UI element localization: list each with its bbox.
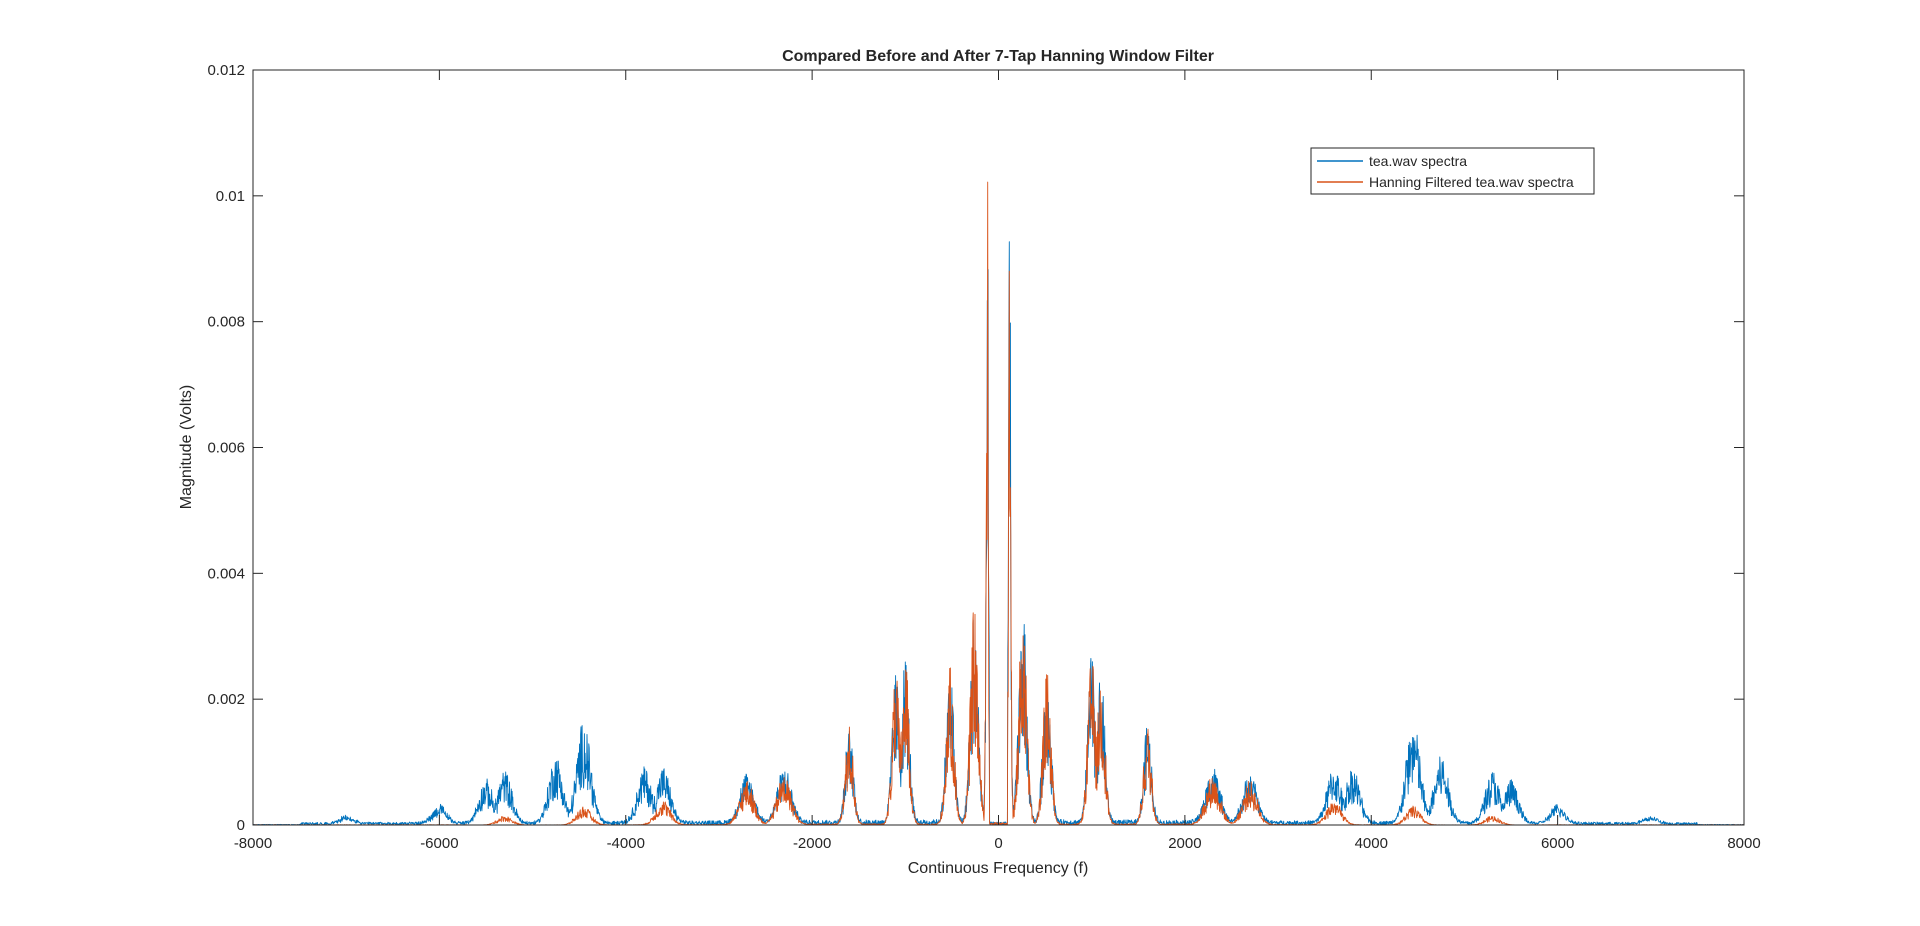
x-tick-label: 6000 xyxy=(1541,835,1574,852)
legend-box xyxy=(1310,147,1595,195)
x-tick-label: 4000 xyxy=(1355,835,1388,852)
y-tick-label: 0.012 xyxy=(207,62,245,79)
y-tick-label: 0.006 xyxy=(207,440,245,457)
y-tick-label: 0.004 xyxy=(207,565,245,582)
x-axis: -8000 -6000 -4000 -2000 0 2000 4000 6000 8000 xyxy=(234,70,1761,852)
x-tick-label: -8000 xyxy=(234,835,272,852)
legend: tea.wav spectra Hanning Filtered tea.wav… xyxy=(1310,147,1595,195)
x-tick-label: 8000 xyxy=(1727,835,1760,852)
x-tick-label: 2000 xyxy=(1168,835,1201,852)
legend-label-tea-wav: tea.wav spectra xyxy=(1369,153,1467,169)
axes-background xyxy=(253,70,1744,825)
legend-label-hanning-filtered: Hanning Filtered tea.wav spectra xyxy=(1369,174,1574,190)
y-tick-label: 0.002 xyxy=(207,691,245,708)
x-tick-label: -2000 xyxy=(793,835,831,852)
x-axis-label: Continuous Frequency (f) xyxy=(908,860,1089,877)
x-tick-label: 0 xyxy=(994,835,1002,852)
chart-title: Compared Before and After 7-Tap Hanning … xyxy=(782,48,1214,65)
y-tick-label: 0.01 xyxy=(216,188,245,205)
y-tick-label: 0 xyxy=(237,817,245,834)
y-axis: 0 0.002 0.004 0.006 0.008 0.01 0.012 xyxy=(207,62,1744,834)
y-tick-label: 0.008 xyxy=(207,314,245,331)
y-axis-label: Magnitude (Volts) xyxy=(178,385,195,510)
x-tick-label: -4000 xyxy=(607,835,645,852)
x-tick-label: -6000 xyxy=(420,835,458,852)
